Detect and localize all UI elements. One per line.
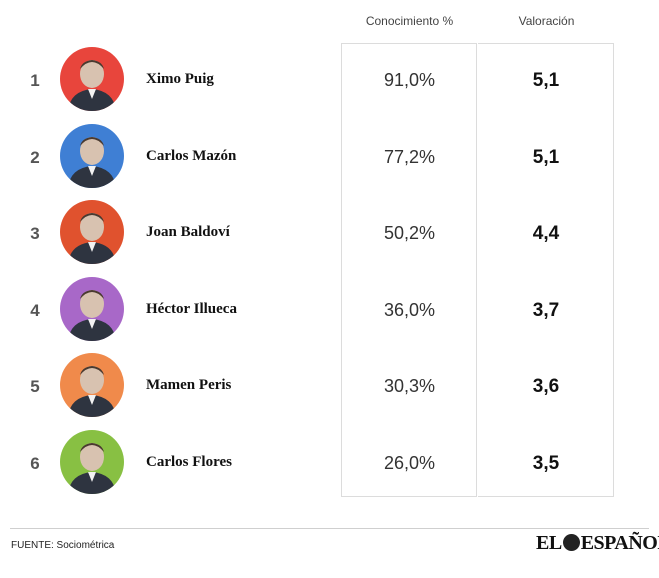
candidate-name: Héctor Illueca	[146, 300, 237, 317]
rank-number: 5	[30, 377, 40, 396]
footer-divider	[10, 528, 649, 529]
logo-seal-icon	[562, 534, 580, 551]
person-silhouette-icon	[68, 213, 116, 264]
knowledge-value: 36,0%	[383, 299, 436, 320]
el-espanol-logo: ELESPAÑOL	[536, 532, 659, 554]
avatar	[60, 123, 124, 188]
knowledge-value: 77,2%	[383, 146, 436, 167]
person-silhouette-icon	[68, 366, 116, 417]
avatar	[60, 200, 124, 264]
candidate-name: Joan Baldoví	[146, 224, 230, 240]
avatar	[60, 353, 124, 417]
rank-number: 1	[30, 71, 40, 90]
table-row: 3 Joan Baldoví 50,2% 4,4	[0, 195, 659, 271]
table-row: 1 Ximo Puig 91,0% 5,1	[0, 42, 659, 118]
knowledge-value: 30,3%	[383, 376, 436, 396]
avatar	[60, 429, 124, 494]
table-row: 2 Carlos Mazón 77,2% 5,1	[0, 119, 659, 195]
rank-number: 3	[30, 224, 40, 243]
table-row: 6 Carlos Flores 26,0% 3,5	[0, 425, 659, 501]
knowledge-value: 50,2%	[383, 223, 436, 243]
person-silhouette-icon	[68, 289, 116, 341]
candidate-name: Ximo Puig	[146, 71, 214, 87]
knowledge-value: 91,0%	[383, 70, 436, 90]
rating-value: 3,7	[532, 299, 560, 321]
source-note: FUENTE: Sociométrica	[11, 540, 115, 551]
candidate-name: Carlos Flores	[146, 453, 232, 470]
rating-value: 4,4	[532, 223, 560, 244]
rank-number: 6	[30, 453, 40, 473]
rating-value: 5,1	[532, 146, 560, 168]
candidate-name: Mamen Peris	[146, 377, 232, 393]
knowledge-column-box	[341, 43, 477, 497]
rating-value: 3,5	[532, 452, 560, 474]
rank-number: 2	[30, 147, 40, 167]
knowledge-value: 26,0%	[383, 452, 436, 473]
table-row: 5 Mamen Peris 30,3% 3,6	[0, 348, 659, 424]
rank-number: 4	[30, 300, 40, 320]
header-knowledge: Conocimiento %	[365, 14, 454, 28]
person-silhouette-icon	[68, 442, 116, 494]
candidate-name: Carlos Mazón	[146, 147, 237, 164]
rating-value: 5,1	[532, 70, 560, 91]
avatar	[60, 47, 124, 111]
header-rating: Valoración	[518, 14, 575, 28]
avatar	[60, 276, 124, 341]
person-silhouette-icon	[68, 60, 116, 111]
person-silhouette-icon	[68, 136, 116, 188]
rating-column-box	[478, 43, 614, 497]
rating-value: 3,6	[532, 376, 560, 397]
table-row: 4 Héctor Illueca 36,0% 3,7	[0, 272, 659, 348]
